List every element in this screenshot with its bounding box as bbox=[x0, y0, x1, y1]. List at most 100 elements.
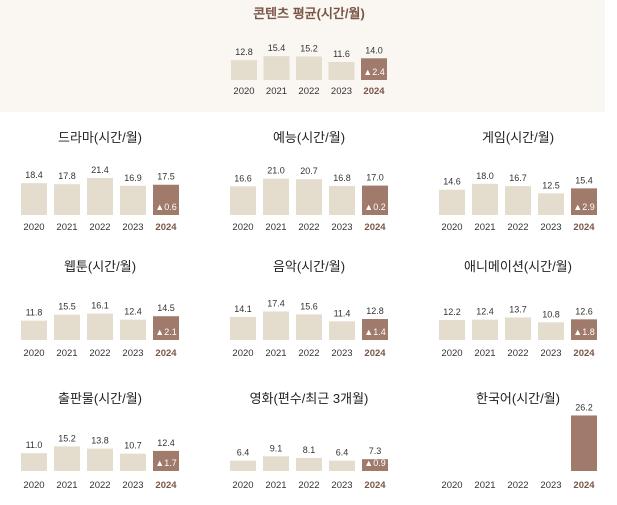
x-tick-label: 2020 bbox=[441, 480, 462, 491]
chart-panel-9: 한국어(시간/월) 2020 2021 2022 2023 26.2 2024 bbox=[441, 391, 597, 491]
x-tick-label: 2022 bbox=[298, 86, 319, 97]
change-label: ▲1.8 bbox=[573, 327, 594, 337]
x-tick-label: 2020 bbox=[23, 348, 44, 359]
change-label: ▲0.2 bbox=[364, 202, 385, 212]
data-label: 16.9 bbox=[124, 173, 142, 183]
x-tick-label: 2022 bbox=[298, 348, 319, 359]
bar bbox=[296, 457, 322, 471]
x-tick-label: 2024 bbox=[363, 86, 385, 97]
bar bbox=[472, 183, 498, 215]
chart-title: 애니메이션(시간/월) bbox=[464, 259, 572, 274]
chart-panel-3: 게임(시간/월) 14.6 2020 18.0 2021 16.7 2022 12.5 2023… bbox=[439, 130, 597, 233]
chart-title: 한국어(시간/월) bbox=[476, 391, 560, 406]
data-label: 21.0 bbox=[267, 166, 285, 176]
bar bbox=[230, 316, 256, 340]
chart-title: 음악(시간/월) bbox=[273, 259, 345, 274]
bar-2024 bbox=[361, 58, 387, 80]
data-label: 15.2 bbox=[300, 43, 318, 53]
bar-2024 bbox=[362, 319, 388, 340]
bar-2024 bbox=[571, 415, 597, 471]
x-tick-label: 2022 bbox=[507, 480, 528, 491]
data-label: 18.0 bbox=[476, 171, 494, 181]
x-tick-label: 2021 bbox=[56, 222, 77, 233]
bar bbox=[538, 322, 564, 340]
data-label: 11.6 bbox=[333, 49, 350, 59]
x-tick-label: 2021 bbox=[265, 348, 286, 359]
bar bbox=[87, 177, 113, 215]
data-label: 13.8 bbox=[91, 436, 109, 446]
x-tick-label: 2024 bbox=[155, 480, 177, 491]
top-summary-background bbox=[0, 0, 605, 112]
change-label: ▲0.9 bbox=[364, 458, 385, 468]
x-tick-label: 2024 bbox=[573, 222, 595, 233]
bar bbox=[87, 448, 113, 471]
bar bbox=[231, 60, 257, 80]
bar bbox=[329, 321, 355, 340]
x-tick-label: 2024 bbox=[364, 222, 386, 233]
data-label: 12.2 bbox=[443, 307, 461, 317]
x-tick-label: 2021 bbox=[474, 480, 495, 491]
data-label: 14.1 bbox=[234, 304, 252, 314]
data-label: 7.3 bbox=[369, 446, 382, 456]
x-tick-label: 2022 bbox=[507, 222, 528, 233]
bar-2024 bbox=[571, 319, 597, 340]
bar bbox=[263, 178, 289, 215]
chart-panel-8: 영화(편수/최근 3개월) 6.4 2020 9.1 2021 8.1 2022 6.4 202… bbox=[230, 391, 388, 491]
x-tick-label: 2023 bbox=[122, 348, 143, 359]
data-label: 12.5 bbox=[542, 180, 560, 190]
change-label: ▲2.9 bbox=[573, 202, 594, 212]
x-tick-label: 2021 bbox=[266, 86, 287, 97]
data-label: 15.6 bbox=[300, 301, 318, 311]
chart-panel-1: 드라마(시간/월) 18.4 2020 17.8 2021 21.4 2022 16.9 202… bbox=[21, 130, 179, 233]
x-tick-label: 2023 bbox=[540, 348, 561, 359]
change-label: ▲1.7 bbox=[155, 458, 176, 468]
change-label: ▲0.6 bbox=[155, 202, 176, 212]
x-tick-label: 2020 bbox=[23, 222, 44, 233]
data-label: 15.5 bbox=[58, 302, 76, 312]
x-tick-label: 2024 bbox=[155, 222, 177, 233]
x-tick-label: 2023 bbox=[122, 222, 143, 233]
bar-2024 bbox=[362, 459, 388, 471]
data-label: 20.7 bbox=[300, 166, 318, 176]
bar bbox=[439, 319, 465, 340]
bar bbox=[54, 446, 80, 471]
x-tick-label: 2021 bbox=[56, 348, 77, 359]
chart-title: 콘텐츠 평균(시간/월) bbox=[253, 6, 365, 21]
data-label: 16.7 bbox=[509, 173, 527, 183]
x-tick-label: 2023 bbox=[331, 480, 352, 491]
bar-2024 bbox=[362, 185, 388, 215]
bar-2024 bbox=[153, 450, 179, 471]
data-label: 12.4 bbox=[157, 438, 175, 448]
bar bbox=[21, 320, 47, 340]
data-label: 16.6 bbox=[234, 173, 252, 183]
x-tick-label: 2022 bbox=[507, 348, 528, 359]
bar-2024 bbox=[153, 316, 179, 340]
data-label: 14.6 bbox=[443, 177, 461, 187]
x-tick-label: 2023 bbox=[540, 480, 561, 491]
x-tick-label: 2023 bbox=[331, 222, 352, 233]
data-label: 26.2 bbox=[575, 402, 593, 412]
data-label: 12.8 bbox=[235, 47, 253, 57]
bar bbox=[263, 56, 290, 80]
chart-title: 출판물(시간/월) bbox=[58, 391, 142, 406]
bar bbox=[296, 314, 322, 340]
x-tick-label: 2024 bbox=[573, 480, 595, 491]
bar bbox=[120, 319, 146, 340]
data-label: 11.8 bbox=[26, 308, 43, 318]
data-label: 17.0 bbox=[366, 173, 384, 183]
x-tick-label: 2021 bbox=[265, 480, 286, 491]
data-label: 15.2 bbox=[58, 433, 76, 443]
data-label: 16.8 bbox=[333, 173, 351, 183]
bar bbox=[328, 62, 355, 80]
data-label: 21.4 bbox=[91, 165, 109, 175]
bar bbox=[120, 185, 146, 215]
x-tick-label: 2023 bbox=[331, 348, 352, 359]
x-tick-label: 2021 bbox=[474, 222, 495, 233]
bar bbox=[296, 179, 322, 215]
x-tick-label: 2023 bbox=[122, 480, 143, 491]
data-label: 10.8 bbox=[542, 309, 560, 319]
data-label: 16.1 bbox=[91, 301, 109, 311]
bar bbox=[120, 453, 146, 471]
bar bbox=[439, 189, 465, 215]
